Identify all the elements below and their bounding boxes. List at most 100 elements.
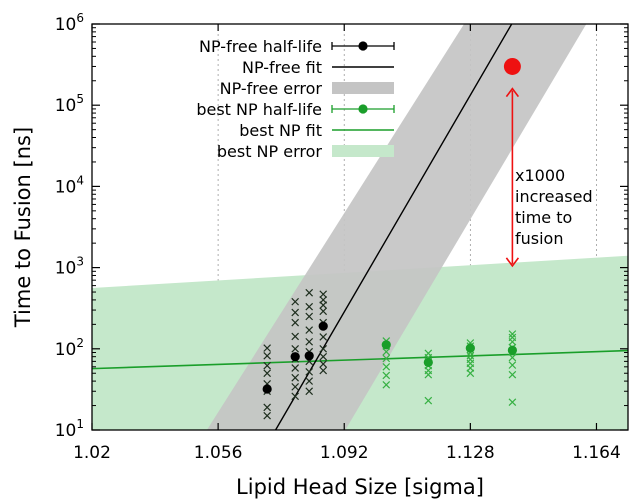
x-marker-stroke [263,351,271,360]
best-np-sample-marker [508,333,517,342]
x-marker-stroke [319,333,328,341]
np-free-sample-marker [305,302,314,311]
legend-point-symbol [358,104,368,114]
annotation-text-line: increased [515,187,593,206]
y-tick-label: 101 [55,417,84,441]
legend-band-symbol [332,145,394,157]
np-free-sample-marker [291,318,300,327]
x-marker-stroke [305,326,314,334]
np-free-sample-marker [291,332,300,341]
np-free-error-band [206,24,587,430]
best-np-sample-marker [508,370,517,379]
annotation-text-line: x1000 [515,166,565,185]
np-free-sample-marker [291,392,300,401]
best-np-fit-line [92,349,628,370]
x-marker-stroke [263,403,271,412]
x-marker-stroke [319,360,328,368]
np-free-half-life-point [290,352,300,362]
legend-label: NP-free half-life [199,37,322,56]
y-tick-label: 102 [55,336,84,360]
np-free-sample-marker [291,364,300,372]
x-marker-stroke [263,344,271,352]
x-marker-stroke [382,381,391,389]
best-np-sample-marker [508,398,517,407]
np-free-sample-marker [319,307,328,316]
np-free-sample-marker [319,366,328,375]
np-free-sample-marker [319,290,328,299]
best-np-sample-marker [466,355,475,364]
x-marker-stroke [305,377,314,385]
np-free-sample-marker [291,373,300,382]
x-marker-stroke [382,354,391,363]
legend: NP-free half-life NP-free fit NP-free erro… [196,37,395,161]
y-tick-label: 105 [55,92,84,116]
legend-label: best NP half-life [196,100,322,119]
x-marker-stroke [319,366,328,375]
x-marker-stroke [319,307,328,316]
x-marker-stroke [424,349,433,358]
legend-band-symbol [332,82,394,94]
x-marker-stroke [424,396,433,405]
x-marker-stroke [305,337,314,346]
axis-ticks: 1.02 1.056 1.092 1.128 1.164 101 102 103 104 105 1… [55,11,628,463]
best-np-sample-marker [424,396,433,405]
x-marker-stroke [263,411,271,420]
best-np-sample-marker [382,381,391,389]
legend-label: NP-free error [220,79,323,98]
np-free-sample-marker [263,369,271,378]
np-free-sample-marker [291,344,300,353]
legend-entry: NP-free fit [242,58,394,77]
x-marker-stroke [305,368,314,376]
x-marker-stroke [305,387,314,396]
legend-entry: best NP half-life [196,100,395,119]
x-marker-stroke [291,308,300,317]
legend-label: best NP error [217,142,323,161]
np-free-half-life-point [318,321,328,331]
annotation-arrow-head-bottom [505,257,520,268]
x-marker-stroke [508,398,517,407]
best-np-sample-marker [508,330,517,338]
best-np-half-life-point [423,357,433,368]
x-marker-stroke [319,344,328,353]
x-marker-stroke [291,392,300,401]
plot-frame [91,23,629,431]
best-np-sample-marker [382,362,391,371]
best-np-sample-marker [508,361,517,369]
x-marker-stroke [291,344,300,353]
x-tick-label: 1.164 [572,443,621,463]
legend-entry: best NP fit [239,121,394,140]
best-np-sample-marker [424,349,433,358]
x-tick-label: 1.092 [320,443,369,463]
np-free-sample-marker [263,351,271,360]
best-np-half-life-point [381,340,391,350]
best-np-half-life-point [465,343,475,353]
x-marker-stroke [305,302,314,311]
annotation: x1000 increased time to fusion [505,87,593,268]
x-marker-stroke [291,297,300,306]
y-tick-label: 106 [55,11,84,35]
y-tick-label: 103 [55,255,84,279]
x-marker-stroke [382,371,391,380]
x-marker-stroke [263,361,271,370]
annotation-arrow-head-top [505,87,520,98]
legend-entry: best NP error [217,142,394,161]
np-free-sample-marker [263,344,271,352]
y-tick-label: 104 [55,173,84,197]
x-marker-stroke [508,333,517,342]
np-free-half-life-point [262,384,272,394]
x-marker-stroke [305,288,314,297]
np-free-sample-marker [319,344,328,353]
np-free-sample-marker [305,377,314,385]
x-marker-stroke [466,355,475,364]
np-free-sample-marker [319,333,328,341]
np-free-sample-marker [305,288,314,297]
x-marker-stroke [319,290,328,299]
x-tick-label: 1.02 [73,443,111,463]
np-free-sample-marker [291,308,300,317]
np-free-sample-marker [305,326,314,334]
x-marker-stroke [291,373,300,382]
np-free-sample-marker [319,352,328,361]
np-free-sample-marker [263,361,271,370]
x-tick-label: 1.128 [446,443,495,463]
